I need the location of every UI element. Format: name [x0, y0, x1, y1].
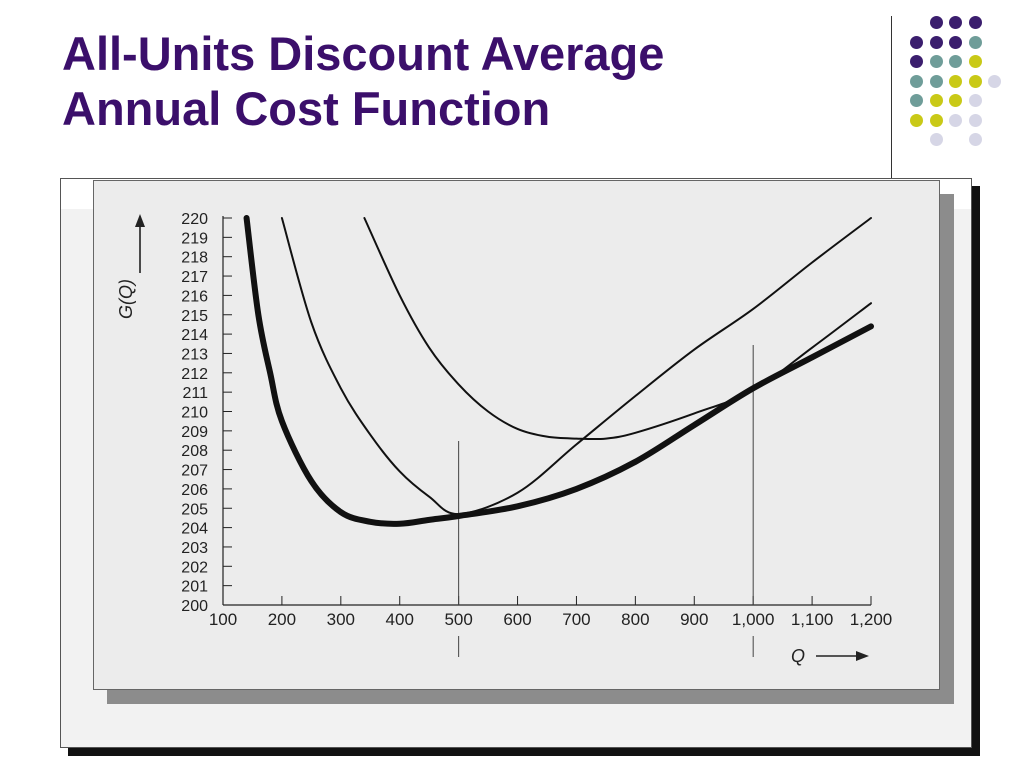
x-tick-label: 1,000 [732, 610, 775, 629]
y-tick-label: 210 [181, 405, 208, 422]
decorative-dot [968, 113, 982, 127]
decorative-dot [929, 74, 943, 88]
x-tick-label: 300 [327, 610, 355, 629]
y-tick-label: 200 [181, 598, 208, 615]
decorative-dot [949, 16, 962, 29]
x-tick-label: 200 [268, 610, 296, 629]
decorative-dot [949, 55, 962, 68]
decorative-dot [929, 94, 943, 107]
y-tick-label: 214 [181, 327, 208, 344]
decorative-dot [929, 55, 943, 68]
y-tick-label: 208 [181, 443, 208, 460]
decorative-dot [929, 113, 943, 127]
y-tick-label: 217 [181, 269, 208, 286]
x-tick-label: 800 [621, 610, 649, 629]
y-axis-arrow-head [135, 214, 145, 227]
y-tick-label: 206 [181, 482, 208, 499]
y-tick-label: 211 [182, 385, 208, 402]
decorative-dot [910, 94, 923, 107]
chart-card: 200 201 202 203 204 205 206 207 208 209 210 211 212 2… [93, 180, 940, 690]
x-tick-label: 700 [562, 610, 590, 629]
x-tick-label: 400 [386, 610, 414, 629]
decorative-dot [968, 74, 982, 88]
decorative-dot [910, 113, 923, 127]
decorative-dot [949, 74, 962, 88]
y-tick-label: 215 [181, 308, 208, 325]
title-line-2: Annual Cost Function [62, 82, 551, 135]
y-tick-label: 201 [181, 579, 208, 596]
decorative-dot [949, 113, 962, 127]
x-tick-label: 500 [444, 610, 472, 629]
decorative-dot [949, 35, 962, 49]
x-tick-label: 900 [680, 610, 708, 629]
x-axis-label: Q [791, 646, 805, 666]
x-tick-label: 600 [503, 610, 531, 629]
y-tick-label: 219 [181, 230, 208, 247]
x-tick-label: 100 [209, 610, 237, 629]
title-line-1: All-Units Discount Average [62, 27, 665, 80]
decorative-dot [929, 35, 943, 49]
decorative-dot [929, 16, 943, 29]
decorative-dot [968, 94, 982, 107]
decorative-dot [949, 94, 962, 107]
y-tick-label: 207 [181, 463, 208, 480]
y-tick-label: 203 [181, 540, 208, 557]
y-tick-label: 216 [181, 288, 208, 305]
y-tick-label: 212 [181, 366, 208, 383]
cost-curve-1 [280, 217, 872, 516]
y-tick-label: 205 [181, 501, 208, 518]
y-tick-label: 209 [181, 424, 208, 441]
decorative-dot [910, 35, 923, 49]
decorative-dot [968, 55, 982, 68]
y-tick-label: 218 [181, 250, 208, 267]
title-divider [891, 16, 892, 178]
decorative-dot [929, 133, 943, 146]
cost-function-chart: 200 201 202 203 204 205 206 207 208 209 210 211 212 2… [116, 211, 893, 666]
y-tick-label: 204 [181, 521, 208, 538]
cost-curve-2 [363, 217, 872, 441]
decorative-dot [910, 74, 923, 88]
slide-title: All-Units Discount Average Annual Cost Fu… [62, 26, 862, 136]
x-tick-label: 1,100 [791, 610, 834, 629]
decorative-dot [910, 55, 923, 68]
decorative-dot [968, 35, 982, 49]
y-tick-label: 213 [181, 346, 208, 363]
y-tick-label: 220 [181, 211, 208, 228]
y-tick-label: 202 [181, 559, 208, 576]
decorative-dot [988, 74, 1001, 88]
cost-curve-thick [243, 215, 874, 527]
decorative-dot [968, 16, 982, 29]
decorative-dot [968, 133, 982, 146]
x-tick-label: 1,200 [850, 610, 893, 629]
y-axis-label: G(Q) [116, 279, 136, 319]
x-axis-arrow-head [856, 651, 869, 661]
